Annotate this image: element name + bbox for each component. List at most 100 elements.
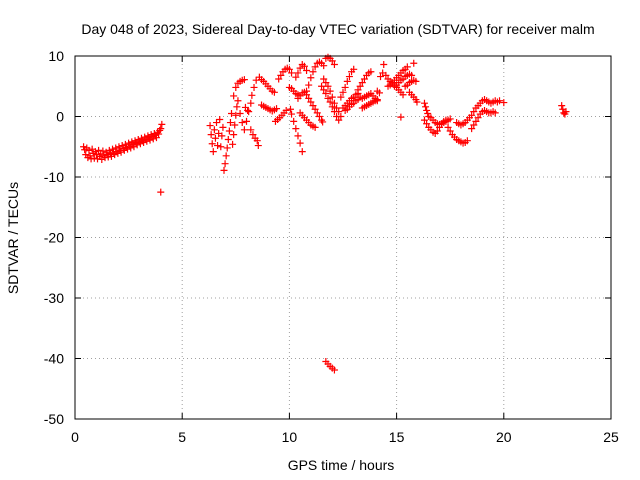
data-point-plus — [157, 188, 165, 196]
x-tick-label: 25 — [603, 429, 619, 445]
data-point-plus — [358, 79, 366, 87]
data-point-plus — [309, 68, 317, 76]
data-points — [80, 53, 570, 374]
data-point-plus — [91, 148, 99, 156]
data-point-plus — [99, 147, 107, 155]
data-point-plus — [292, 73, 300, 81]
data-point-plus — [152, 134, 160, 142]
data-point-plus — [209, 148, 217, 156]
data-point-plus — [254, 142, 262, 150]
data-point-plus — [270, 88, 278, 96]
data-point-plus — [303, 67, 311, 75]
data-point-plus — [247, 126, 255, 134]
data-point-plus — [305, 81, 313, 89]
data-point-plus — [354, 86, 362, 94]
data-point-plus — [233, 103, 241, 111]
data-point-plus — [328, 57, 336, 65]
y-tick-label: 0 — [56, 109, 64, 125]
data-point-plus — [247, 99, 255, 107]
data-point-plus — [232, 83, 240, 91]
data-point-plus — [309, 102, 317, 110]
data-point-plus — [292, 125, 300, 133]
x-tick-label: 15 — [389, 429, 405, 445]
data-point-plus — [105, 146, 113, 154]
data-point-plus — [470, 108, 478, 116]
data-point-plus — [305, 94, 313, 102]
data-point-plus — [221, 160, 229, 168]
data-point-plus — [343, 77, 351, 85]
data-point-plus — [320, 75, 328, 83]
data-point-plus — [211, 134, 219, 142]
data-point-plus — [333, 104, 341, 112]
data-point-plus — [446, 127, 454, 135]
data-point-plus — [410, 59, 418, 67]
y-tick-label: -20 — [44, 230, 64, 246]
data-point-plus — [157, 125, 165, 133]
data-point-plus — [236, 109, 244, 117]
data-point-plus — [230, 131, 238, 139]
y-tick-label: -50 — [44, 411, 64, 427]
data-point-plus — [468, 111, 476, 119]
data-point-plus — [408, 71, 416, 79]
data-point-plus — [350, 65, 358, 73]
data-point-plus — [472, 117, 480, 125]
data-point-plus — [380, 60, 388, 68]
data-point-plus — [373, 96, 381, 104]
data-point-plus — [285, 65, 293, 73]
data-point-plus — [244, 106, 252, 114]
data-point-plus — [296, 64, 304, 72]
data-point-plus — [422, 103, 430, 111]
data-point-plus — [290, 117, 298, 125]
y-tick-label: -40 — [44, 351, 64, 367]
data-point-plus — [143, 137, 151, 145]
data-point-plus — [328, 93, 336, 101]
y-axis-label: SDTVAR / TECUs — [5, 182, 21, 294]
data-point-plus — [240, 76, 248, 84]
data-point-plus — [330, 99, 338, 107]
data-point-plus — [85, 146, 93, 154]
data-point-plus — [217, 143, 225, 151]
x-tick-label: 0 — [71, 429, 79, 445]
data-point-plus — [324, 94, 332, 102]
data-point-plus — [219, 123, 227, 131]
data-point-plus — [337, 113, 345, 120]
data-point-plus — [330, 366, 338, 374]
data-point-plus — [311, 63, 319, 71]
data-point-plus — [335, 116, 343, 124]
data-point-plus — [288, 110, 296, 118]
data-point-plus — [288, 69, 296, 77]
data-point-plus — [324, 82, 332, 90]
data-point-plus — [491, 109, 499, 117]
data-point-plus — [273, 105, 281, 113]
data-point-plus — [275, 75, 283, 83]
data-point-plus — [294, 69, 302, 77]
data-point-plus — [446, 115, 454, 123]
data-point-plus — [303, 87, 311, 95]
data-point-plus — [424, 109, 432, 117]
data-point-plus — [463, 137, 471, 145]
data-point-plus — [118, 142, 126, 150]
data-point-plus — [286, 105, 294, 113]
data-point-plus — [104, 153, 112, 161]
data-point-plus — [106, 149, 114, 157]
x-tick-label: 5 — [178, 429, 186, 445]
data-point-plus — [337, 93, 345, 101]
data-point-plus — [300, 62, 308, 70]
chart-title: Day 048 of 2023, Sidereal Day-to-day VTE… — [81, 21, 594, 37]
data-point-plus — [318, 82, 326, 90]
data-point-plus — [121, 140, 129, 148]
data-point-plus — [232, 111, 240, 119]
data-point-plus — [149, 135, 157, 143]
data-point-plus — [230, 92, 238, 100]
data-point-plus — [474, 114, 482, 122]
data-point-plus — [87, 155, 95, 163]
data-point-plus — [311, 123, 319, 131]
data-point-plus — [222, 152, 230, 160]
data-point-plus — [90, 154, 98, 162]
axis-ticks: 0 5 10 15 20 25 -50 -40 -30 -20 -10 0 10 — [44, 48, 619, 445]
data-point-plus — [339, 88, 347, 96]
data-point-plus — [253, 137, 261, 145]
data-point-plus — [420, 116, 428, 124]
data-point-plus — [238, 119, 246, 127]
